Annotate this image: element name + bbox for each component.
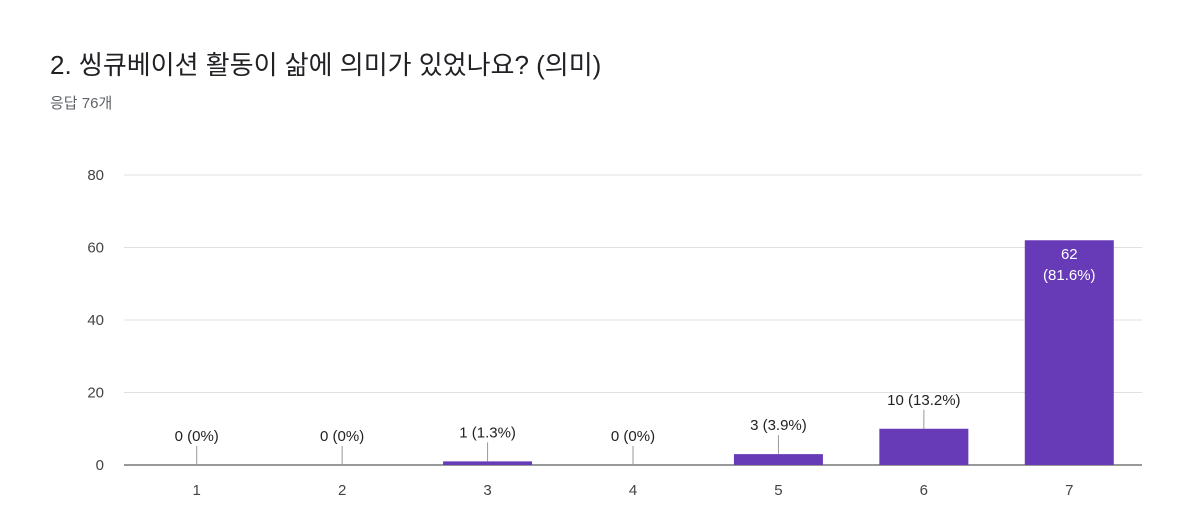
x-tick-label: 3: [483, 482, 491, 499]
value-label: 3 (3.9%): [750, 417, 807, 434]
chart-subtitle: 응답 76개: [50, 95, 112, 112]
x-tick-label: 1: [193, 482, 201, 499]
y-tick-label: 40: [87, 312, 104, 329]
x-tick-label: 7: [1065, 482, 1073, 499]
y-tick-label: 0: [96, 457, 104, 474]
bar: [733, 454, 823, 465]
x-tick-label: 5: [774, 482, 782, 499]
value-label: 62 (81.6%): [1043, 246, 1096, 285]
value-label: 1 (1.3%): [459, 424, 516, 441]
y-tick-label: 80: [87, 167, 104, 184]
bar: [1024, 240, 1114, 465]
chart-title: 2. 씽큐베이션 활동이 삶에 의미가 있었나요? (의미): [50, 50, 601, 80]
x-tick-label: 4: [629, 482, 637, 499]
x-tick-label: 2: [338, 482, 346, 499]
value-label: 0 (0%): [175, 428, 219, 445]
value-label: 10 (13.2%): [887, 392, 960, 409]
bar: [443, 461, 533, 465]
value-label: 0 (0%): [320, 428, 364, 445]
value-label: 0 (0%): [611, 428, 655, 445]
bar: [879, 428, 969, 465]
y-tick-label: 20: [87, 385, 104, 402]
y-tick-label: 60: [87, 240, 104, 257]
x-tick-label: 6: [920, 482, 928, 499]
value-label-box: 62 (81.6%): [1043, 246, 1096, 285]
